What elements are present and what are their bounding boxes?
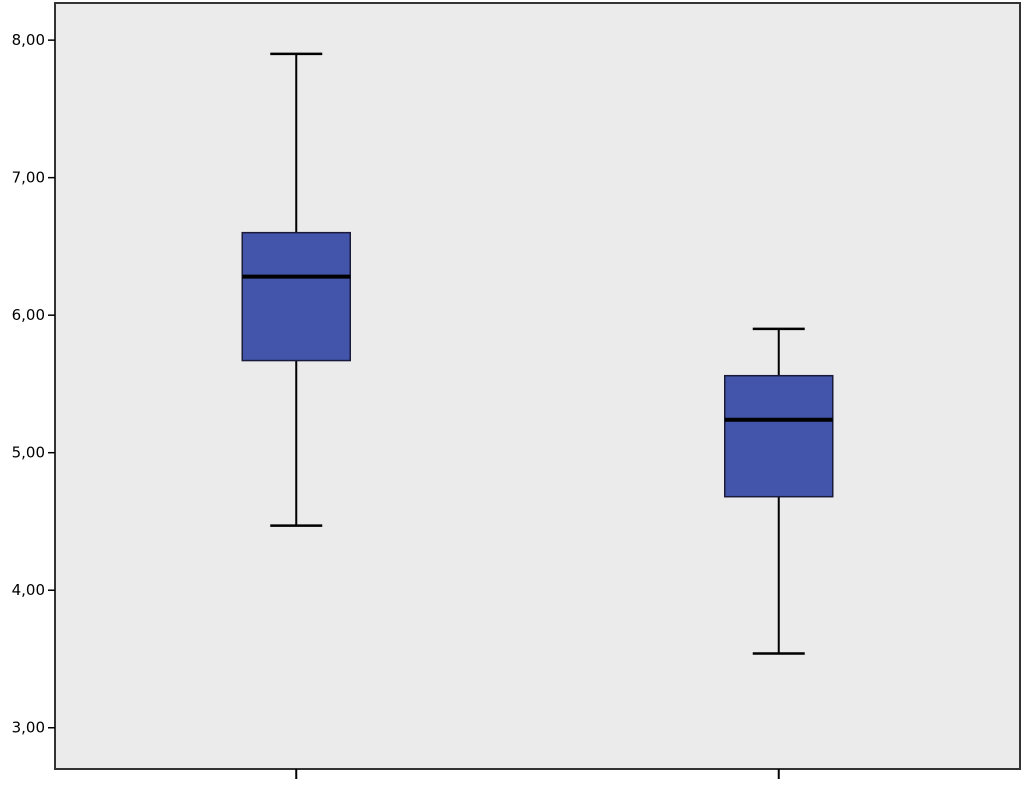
y-tick-label: 4,00 — [12, 581, 45, 599]
y-tick-label: 6,00 — [12, 306, 45, 324]
y-tick-label: 5,00 — [12, 444, 45, 462]
box-1 — [241, 52, 351, 527]
boxes-group — [241, 52, 834, 655]
y-tick-label: 3,00 — [12, 719, 45, 737]
iqr-box — [241, 231, 351, 362]
x-axis — [295, 769, 780, 779]
box-2 — [724, 327, 834, 655]
iqr-box — [724, 374, 834, 498]
plot-area — [54, 2, 1021, 770]
y-tick-label: 8,00 — [12, 31, 45, 49]
y-tick-label: 7,00 — [12, 169, 45, 187]
y-axis: 3,00 4,00 5,00 6,00 7,00 8,00 — [12, 31, 55, 737]
